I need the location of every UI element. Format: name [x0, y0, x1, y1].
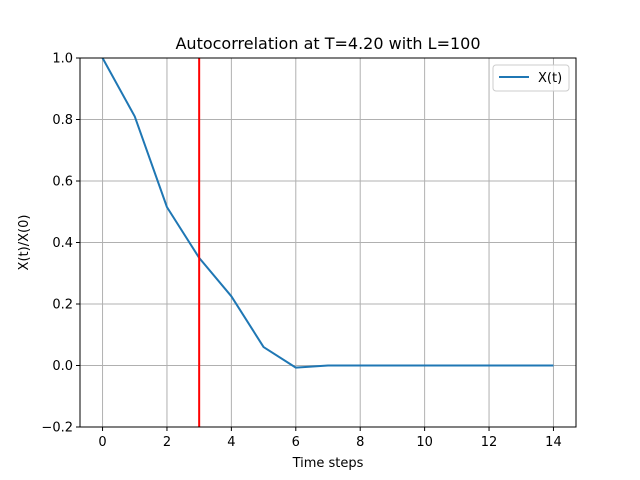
x-tick-label: 6 — [292, 435, 300, 450]
series-line-xt — [101, 57, 554, 369]
y-tick-label: 0.0 — [52, 359, 73, 374]
x-axis-label: Time steps — [292, 456, 364, 471]
x-tick-label: 0 — [98, 435, 106, 450]
legend-label-xt: X(t) — [538, 71, 562, 86]
y-tick-label: 0.6 — [52, 175, 73, 190]
chart-title: Autocorrelation at T=4.20 with L=100 — [175, 34, 480, 53]
y-tick-label: 0.8 — [52, 113, 73, 128]
legend-box — [492, 64, 570, 92]
y-tick-label: 0.4 — [52, 236, 73, 251]
y-tick-label: 0.2 — [52, 298, 73, 313]
legend: X(t) — [492, 64, 570, 92]
axis-ticks: 0 2 4 6 8 10 12 14 −0.2 0.0 0.2 0.4 0.6 0.8 1.0 — [41, 52, 561, 451]
y-axis-label: X(t)/X(0) — [17, 215, 32, 271]
x-tick-label: 8 — [356, 435, 364, 450]
x-tick-label: 10 — [416, 435, 433, 450]
y-tick-label: 1.0 — [52, 52, 73, 67]
x-tick-label: 14 — [545, 435, 562, 450]
plot-content — [101, 57, 554, 427]
y-tick-label: −0.2 — [41, 421, 73, 436]
x-tick-label: 4 — [227, 435, 235, 450]
x-tick-label: 2 — [163, 435, 171, 450]
x-tick-label: 12 — [481, 435, 498, 450]
